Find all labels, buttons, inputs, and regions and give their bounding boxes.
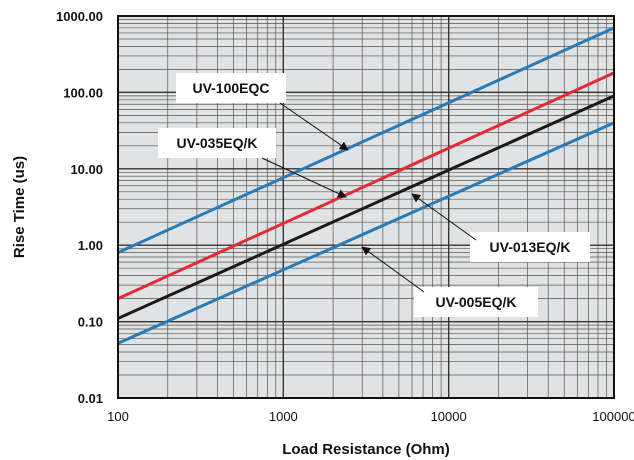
plot-frame — [117, 15, 615, 399]
svg-text:UV-005EQ/K: UV-005EQ/K — [436, 294, 517, 310]
y-axis-title: Rise Time (us) — [11, 156, 28, 258]
y-tick-label: 100.00 — [63, 85, 103, 100]
x-tick-label: 10000 — [431, 409, 467, 424]
x-tick-label: 100000 — [592, 409, 634, 424]
svg-text:UV-100EQC: UV-100EQC — [192, 80, 269, 96]
y-tick-label: 0.10 — [78, 315, 103, 330]
callout-arrow-uv-005eqk — [361, 246, 425, 293]
series-callouts: UV-100EQC UV-035EQ/K UV-013EQ/K UV-005EQ… — [158, 73, 590, 317]
x-tick-labels: 100 1000 10000 100000 — [107, 409, 634, 424]
series-line-uv-005eq-k — [117, 121, 615, 345]
callout-uv-005eqk: UV-005EQ/K — [361, 246, 538, 317]
y-tick-label: 1000.00 — [56, 9, 103, 24]
y-tick-label: 1.00 — [78, 238, 103, 253]
svg-text:UV-013EQ/K: UV-013EQ/K — [490, 239, 571, 255]
series-layer — [117, 26, 615, 345]
callout-uv-100eqc: UV-100EQC — [176, 73, 349, 151]
y-tick-labels: 0.01 0.10 1.00 10.00 100.00 1000.00 — [56, 9, 103, 406]
y-tick-label: 0.01 — [78, 391, 103, 406]
series-line-uv-013eq-k — [117, 94, 615, 320]
y-tick-label: 10.00 — [70, 162, 103, 177]
series-line-uv-100eqc — [117, 26, 615, 254]
callout-arrow-uv-035eqk — [261, 157, 347, 198]
callout-uv-013eqk: UV-013EQ/K — [411, 193, 590, 262]
callout-arrow-uv-100eqc — [279, 102, 349, 151]
callout-uv-035eqk: UV-035EQ/K — [158, 128, 347, 198]
series-line-uv-035eq-k — [117, 71, 615, 300]
x-tick-label: 1000 — [269, 409, 298, 424]
callout-arrow-uv-013eqk — [411, 193, 477, 241]
x-axis-title: Load Resistance (Ohm) — [282, 441, 450, 458]
x-tick-label: 100 — [107, 409, 129, 424]
svg-text:UV-035EQ/K: UV-035EQ/K — [177, 135, 258, 151]
